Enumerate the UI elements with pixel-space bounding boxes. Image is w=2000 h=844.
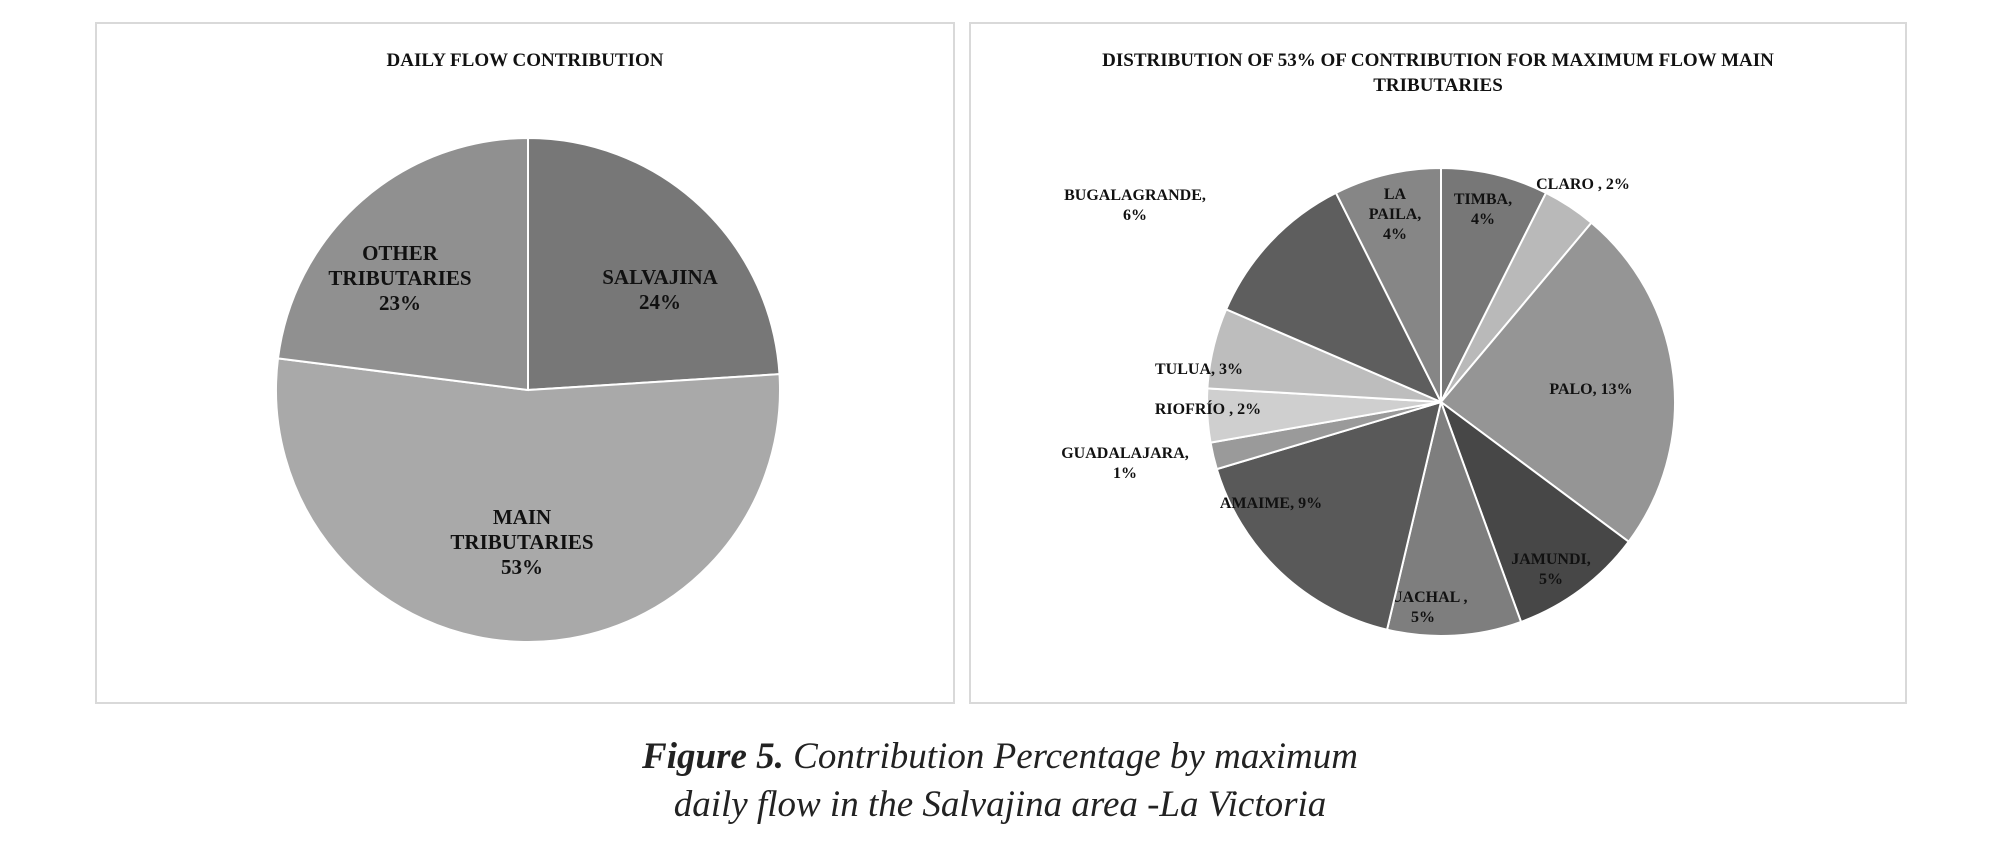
figure-caption-line-2: daily flow in the Salvajina area -La Vic… — [673, 784, 1327, 825]
pie-slice-la-paila — [1334, 166, 1442, 403]
figure-caption-line-1: Figure 5. Contribution Percentage by max… — [0, 733, 2000, 781]
slice-label-guachal: GUACHAL , 5% — [1379, 589, 1468, 626]
slice-label-main-tributaries: MAIN TRIBUTARIES 53% — [450, 505, 593, 579]
pie-slice-other-tributaries — [276, 136, 529, 392]
right-chart-panel: DISTRIBUTION OF 53% OF CONTRIBUTION FOR … — [969, 22, 1907, 704]
right-chart-title: DISTRIBUTION OF 53% OF CONTRIBUTION FOR … — [1102, 50, 1774, 96]
slice-label-riofr-o: RIOFRÍO , 2% — [1155, 399, 1261, 418]
figure-label: Figure 5. — [642, 736, 784, 777]
slice-label-bugalagrande: BUGALAGRANDE, 6% — [1064, 187, 1206, 224]
pie-slice-palo — [1439, 221, 1676, 544]
slice-label-tulua: TULUA, 3% — [1155, 361, 1243, 378]
pie-slice-bugalagrande — [1224, 191, 1444, 405]
slice-label-timba: TIMBA, 4% — [1454, 191, 1512, 228]
pie-slice-salvajina — [527, 136, 781, 392]
right-pie-chart: TIMBA, 4% CLARO , 2% PALO, 13% JAMUNDI, 5% GUA… — [1061, 166, 1676, 637]
slice-label-amaime: AMAIME, 9% — [1220, 495, 1322, 512]
left-chart-title: DAILY FLOW CONTRIBUTION — [386, 50, 664, 71]
slice-label-guadalajara: GUADALAJARA, 1% — [1061, 445, 1189, 482]
caption-text-1: Contribution Percentage by maximum — [783, 736, 1358, 777]
slice-label-claro: CLARO , 2% — [1536, 176, 1630, 193]
pie-slice-amaime — [1215, 400, 1443, 631]
pie-slice-main-tributaries — [275, 357, 781, 643]
left-pie-chart: SALVAJINA 24% MAIN TRIBUTARIES 53% OTHER TRIBU… — [275, 136, 781, 643]
left-chart-panel: DAILY FLOW CONTRIBUTION SALVAJINA 24% MAIN… — [95, 22, 955, 704]
slice-label-other-tributaries: OTHER TRIBUTARIES 23% — [328, 241, 471, 315]
pie-slice-timba — [1440, 166, 1548, 403]
slice-label-salvajina: SALVAJINA 24% — [602, 265, 718, 314]
slice-label-palo: PALO, 13% — [1549, 381, 1632, 398]
slice-label-la-paila: LA PAILA, 4% — [1369, 186, 1422, 243]
pie-slice-guachal — [1385, 398, 1523, 637]
slice-label-jamundi: JAMUNDI, 5% — [1511, 551, 1591, 588]
pie-slice-jamundi — [1438, 399, 1631, 624]
